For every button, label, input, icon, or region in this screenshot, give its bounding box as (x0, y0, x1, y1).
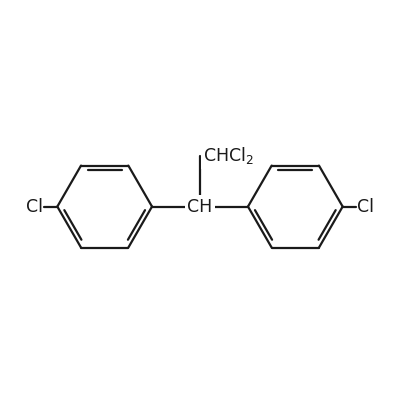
Text: CH: CH (187, 198, 213, 216)
Text: Cl: Cl (26, 198, 43, 216)
Text: Cl: Cl (357, 198, 374, 216)
Text: CHCl$_2$: CHCl$_2$ (203, 146, 254, 166)
